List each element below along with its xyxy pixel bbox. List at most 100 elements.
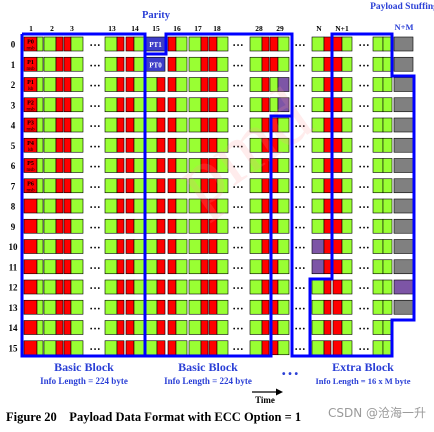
byte-cell xyxy=(43,218,64,234)
cell-left-part xyxy=(145,239,158,254)
cell-right-part xyxy=(261,36,270,52)
pt1-label: PT1 xyxy=(149,41,162,49)
byte-cell xyxy=(145,239,166,254)
cell-left-part xyxy=(372,340,384,356)
byte-cell xyxy=(125,299,146,315)
byte-cell xyxy=(311,117,332,133)
cell-left-part xyxy=(63,178,72,194)
cell-left-part xyxy=(43,77,57,92)
row-number: 15 xyxy=(9,343,19,353)
ellipsis: • • • xyxy=(295,286,305,292)
cell-right-part xyxy=(216,117,229,133)
cell-left-part xyxy=(104,340,118,356)
cell-right-part xyxy=(216,340,229,356)
row-number: 9 xyxy=(11,222,16,232)
byte-cell xyxy=(249,137,270,153)
cell-left-part xyxy=(332,299,343,315)
cell-left-part xyxy=(125,299,135,315)
cell-right-part xyxy=(261,178,270,194)
byte-cell xyxy=(188,97,209,113)
byte-cell xyxy=(167,340,188,356)
cell-left-part xyxy=(372,279,384,295)
cell-right-part xyxy=(175,340,188,356)
byte-cell xyxy=(43,279,64,295)
cell-left-part xyxy=(43,299,57,315)
cell-left-part xyxy=(311,299,325,315)
cell-left-part xyxy=(372,158,384,173)
cell-right-part xyxy=(323,239,332,254)
byte-cell xyxy=(311,320,332,335)
column-number: 29 xyxy=(276,24,284,33)
byte-cell xyxy=(125,259,146,275)
cell-left-part xyxy=(43,239,57,254)
cell-right-part xyxy=(341,117,353,133)
cell-left-part xyxy=(332,218,343,234)
cell-left-part xyxy=(104,299,118,315)
ellipsis: • • • xyxy=(90,165,100,171)
cell-left-part xyxy=(311,239,325,254)
byte-cell xyxy=(269,320,290,335)
ellipsis: • • • xyxy=(359,104,369,110)
parity-cell-sublabel: lsb xyxy=(28,87,34,92)
ellipsis: • • • xyxy=(295,84,305,90)
cell-right-part xyxy=(277,158,290,173)
cell-left-part xyxy=(23,299,38,315)
byte-cell xyxy=(145,178,166,194)
cell-right-part xyxy=(323,340,332,356)
cell-right-part xyxy=(36,198,44,214)
cell-right-part xyxy=(261,137,270,153)
cell-right-part xyxy=(200,340,209,356)
cell-right-part xyxy=(200,259,209,275)
cell-left-part xyxy=(145,137,158,153)
byte-cell xyxy=(43,56,64,72)
byte-cell xyxy=(249,320,270,335)
stuffing-cell xyxy=(393,97,414,113)
cell-right-part xyxy=(382,178,393,194)
cell-left-part xyxy=(167,259,177,275)
ellipsis: • • • xyxy=(233,205,243,211)
cell-right-part xyxy=(36,77,44,92)
byte-cell xyxy=(249,56,270,72)
byte-cell xyxy=(145,198,166,214)
byte-cell xyxy=(43,239,64,254)
cell-right-part xyxy=(116,299,125,315)
cell-left-part xyxy=(63,56,72,72)
byte-cell xyxy=(104,198,125,214)
cell-right-part xyxy=(70,178,84,194)
cell-left-part xyxy=(23,340,38,356)
column-number: 28 xyxy=(255,24,263,33)
cell-right-part xyxy=(156,340,166,356)
cell-right-part xyxy=(200,239,209,254)
cell-left-part xyxy=(104,56,118,72)
cell-left-part xyxy=(188,56,202,72)
ellipsis: • • • xyxy=(90,63,100,69)
byte-cell xyxy=(208,340,229,356)
ellipsis: • • • xyxy=(295,185,305,191)
cell-right-part xyxy=(133,137,146,153)
byte-cell xyxy=(167,218,188,234)
cell-right-part xyxy=(261,279,270,295)
payload-stuffing-label: Payload Stuffing xyxy=(370,2,434,12)
column-number: 15 xyxy=(152,24,160,33)
stuffing-cell xyxy=(393,218,414,234)
cell-left-part xyxy=(372,117,384,133)
cell-right-part xyxy=(156,97,166,113)
cell-left-part xyxy=(311,259,325,275)
cell-left-part xyxy=(23,279,38,295)
byte-cell xyxy=(63,218,84,234)
byte-cell xyxy=(63,279,84,295)
cell-left-part xyxy=(167,97,177,113)
cell-right-part xyxy=(200,158,209,173)
cell-right-part xyxy=(55,320,64,335)
cell-right-part xyxy=(70,117,84,133)
cell-left-part xyxy=(167,198,177,214)
byte-cell xyxy=(104,158,125,173)
cell-left-part xyxy=(332,340,343,356)
byte-cell xyxy=(332,198,353,214)
cell-right-part xyxy=(55,340,64,356)
byte-cell xyxy=(332,36,353,52)
basic-block-1-info: Info Length = 224 byte xyxy=(40,376,128,386)
cell-left-part xyxy=(145,178,158,194)
cell-left-part xyxy=(208,299,218,315)
cell-left-part xyxy=(145,117,158,133)
